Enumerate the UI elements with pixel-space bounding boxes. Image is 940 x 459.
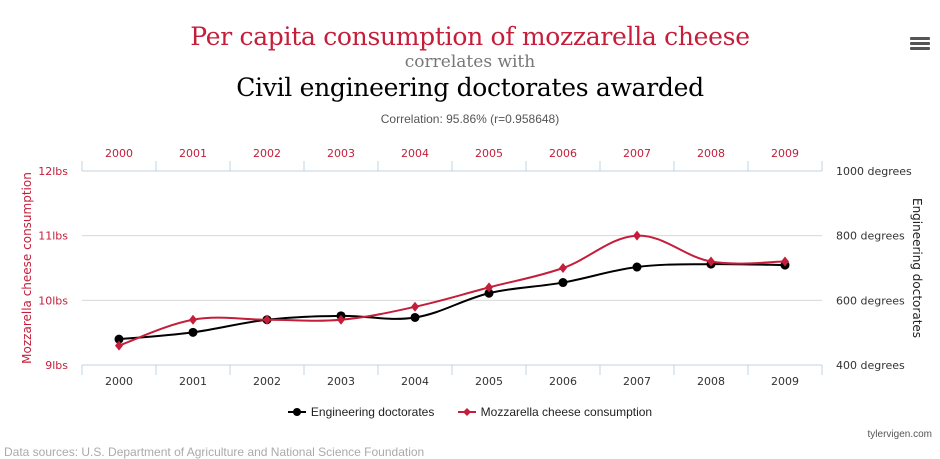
top-x-tick-label: 2009 (771, 147, 799, 160)
correlation-subtitle: Correlation: 95.86% (r=0.958648) (380, 112, 560, 126)
top-x-tick-label: 2000 (105, 147, 133, 160)
menu-bar (910, 42, 930, 45)
legend-item-mozzarella-consumption[interactable]: Mozzarella cheese consumption (457, 405, 653, 419)
data-point-mozzarella-cheese-consumption (485, 282, 493, 293)
left-tick-label: 12lbs (38, 165, 68, 178)
top-x-tick-label: 2002 (253, 147, 281, 160)
right-tick-label: 800 degrees (836, 230, 905, 243)
right-tick-label: 600 degrees (836, 294, 905, 307)
bottom-x-tick-label: 2009 (771, 375, 799, 388)
hamburger-menu-icon[interactable] (910, 37, 930, 53)
bottom-x-tick-label: 2008 (697, 375, 725, 388)
right-tick-label: 400 degrees (836, 359, 905, 372)
data-point-mozzarella-cheese-consumption (781, 256, 789, 267)
bottom-x-tick-label: 2005 (475, 375, 503, 388)
legend-item-engineering-doctorates[interactable]: Engineering doctorates (287, 405, 435, 419)
bottom-x-tick-label: 2007 (623, 375, 651, 388)
data-point-mozzarella-cheese-consumption (189, 314, 197, 325)
axes (81, 161, 823, 375)
data-point-engineering-doctorates (632, 262, 642, 272)
top-x-tick-label: 2008 (697, 147, 725, 160)
data-point-mozzarella-cheese-consumption (559, 263, 567, 273)
top-x-tick-label: 2006 (549, 147, 577, 160)
data-point-engineering-doctorates (484, 288, 494, 298)
data-point-mozzarella-cheese-consumption (337, 314, 345, 325)
data-point-engineering-doctorates (188, 327, 198, 337)
data-point-mozzarella-cheese-consumption (633, 230, 641, 241)
menu-bar (910, 37, 930, 40)
diamond-marker-icon (457, 408, 476, 416)
data-point-mozzarella-cheese-consumption (411, 301, 419, 312)
data-point-engineering-doctorates (558, 278, 568, 288)
circle-marker-icon (287, 408, 306, 416)
top-x-tick-label: 2003 (327, 147, 355, 160)
chart-title-variable-1: Per capita consumption of mozzarella che… (190, 22, 750, 51)
right-axis-title: Engineering doctorates (910, 198, 924, 338)
top-x-tick-label: 2004 (401, 147, 429, 160)
data-point-engineering-doctorates (410, 312, 420, 322)
chart-title-connector: correlates with (404, 52, 536, 72)
bottom-x-tick-label: 2000 (105, 375, 133, 388)
legend-label: Engineering doctorates (310, 405, 435, 419)
top-x-tick-label: 2005 (475, 147, 503, 160)
legend: Engineering doctorates Mozzarella cheese… (0, 405, 940, 420)
series-line-mozzarella-cheese-consumption (118, 234, 786, 347)
data-point-mozzarella-cheese-consumption (263, 314, 271, 325)
tick-labels: 12lbs 11lbs 10lbs 9lbs 1000 degrees 800 degre… (38, 147, 912, 388)
bottom-x-tick-label: 2006 (549, 375, 577, 388)
data-point-engineering-doctorates (114, 334, 124, 344)
series-group (114, 230, 790, 351)
data-point-mozzarella-cheese-consumption (707, 256, 715, 267)
menu-bar (910, 47, 930, 50)
legend-label: Mozzarella cheese consumption (480, 405, 653, 419)
bottom-x-tick-label: 2003 (327, 375, 355, 388)
top-x-tick-label: 2007 (623, 147, 651, 160)
site-credit[interactable]: tylervigen.com (867, 429, 932, 440)
chart-title-variable-2: Civil engineering doctorates awarded (236, 73, 704, 102)
left-tick-label: 10lbs (38, 294, 68, 307)
top-x-tick-label: 2001 (179, 147, 207, 160)
left-tick-label: 11lbs (38, 230, 68, 243)
bottom-x-tick-label: 2002 (253, 375, 281, 388)
bottom-x-tick-label: 2001 (179, 375, 207, 388)
data-point-mozzarella-cheese-consumption (115, 340, 123, 351)
left-tick-label: 9lbs (45, 359, 68, 372)
data-sources: Data sources: U.S. Department of Agricul… (4, 445, 425, 459)
series-line-engineering-doctorates (118, 263, 786, 341)
bottom-x-tick-label: 2004 (401, 375, 429, 388)
right-tick-label: 1000 degrees (836, 165, 912, 178)
left-axis-title: Mozzarella cheese consumption (20, 172, 34, 364)
